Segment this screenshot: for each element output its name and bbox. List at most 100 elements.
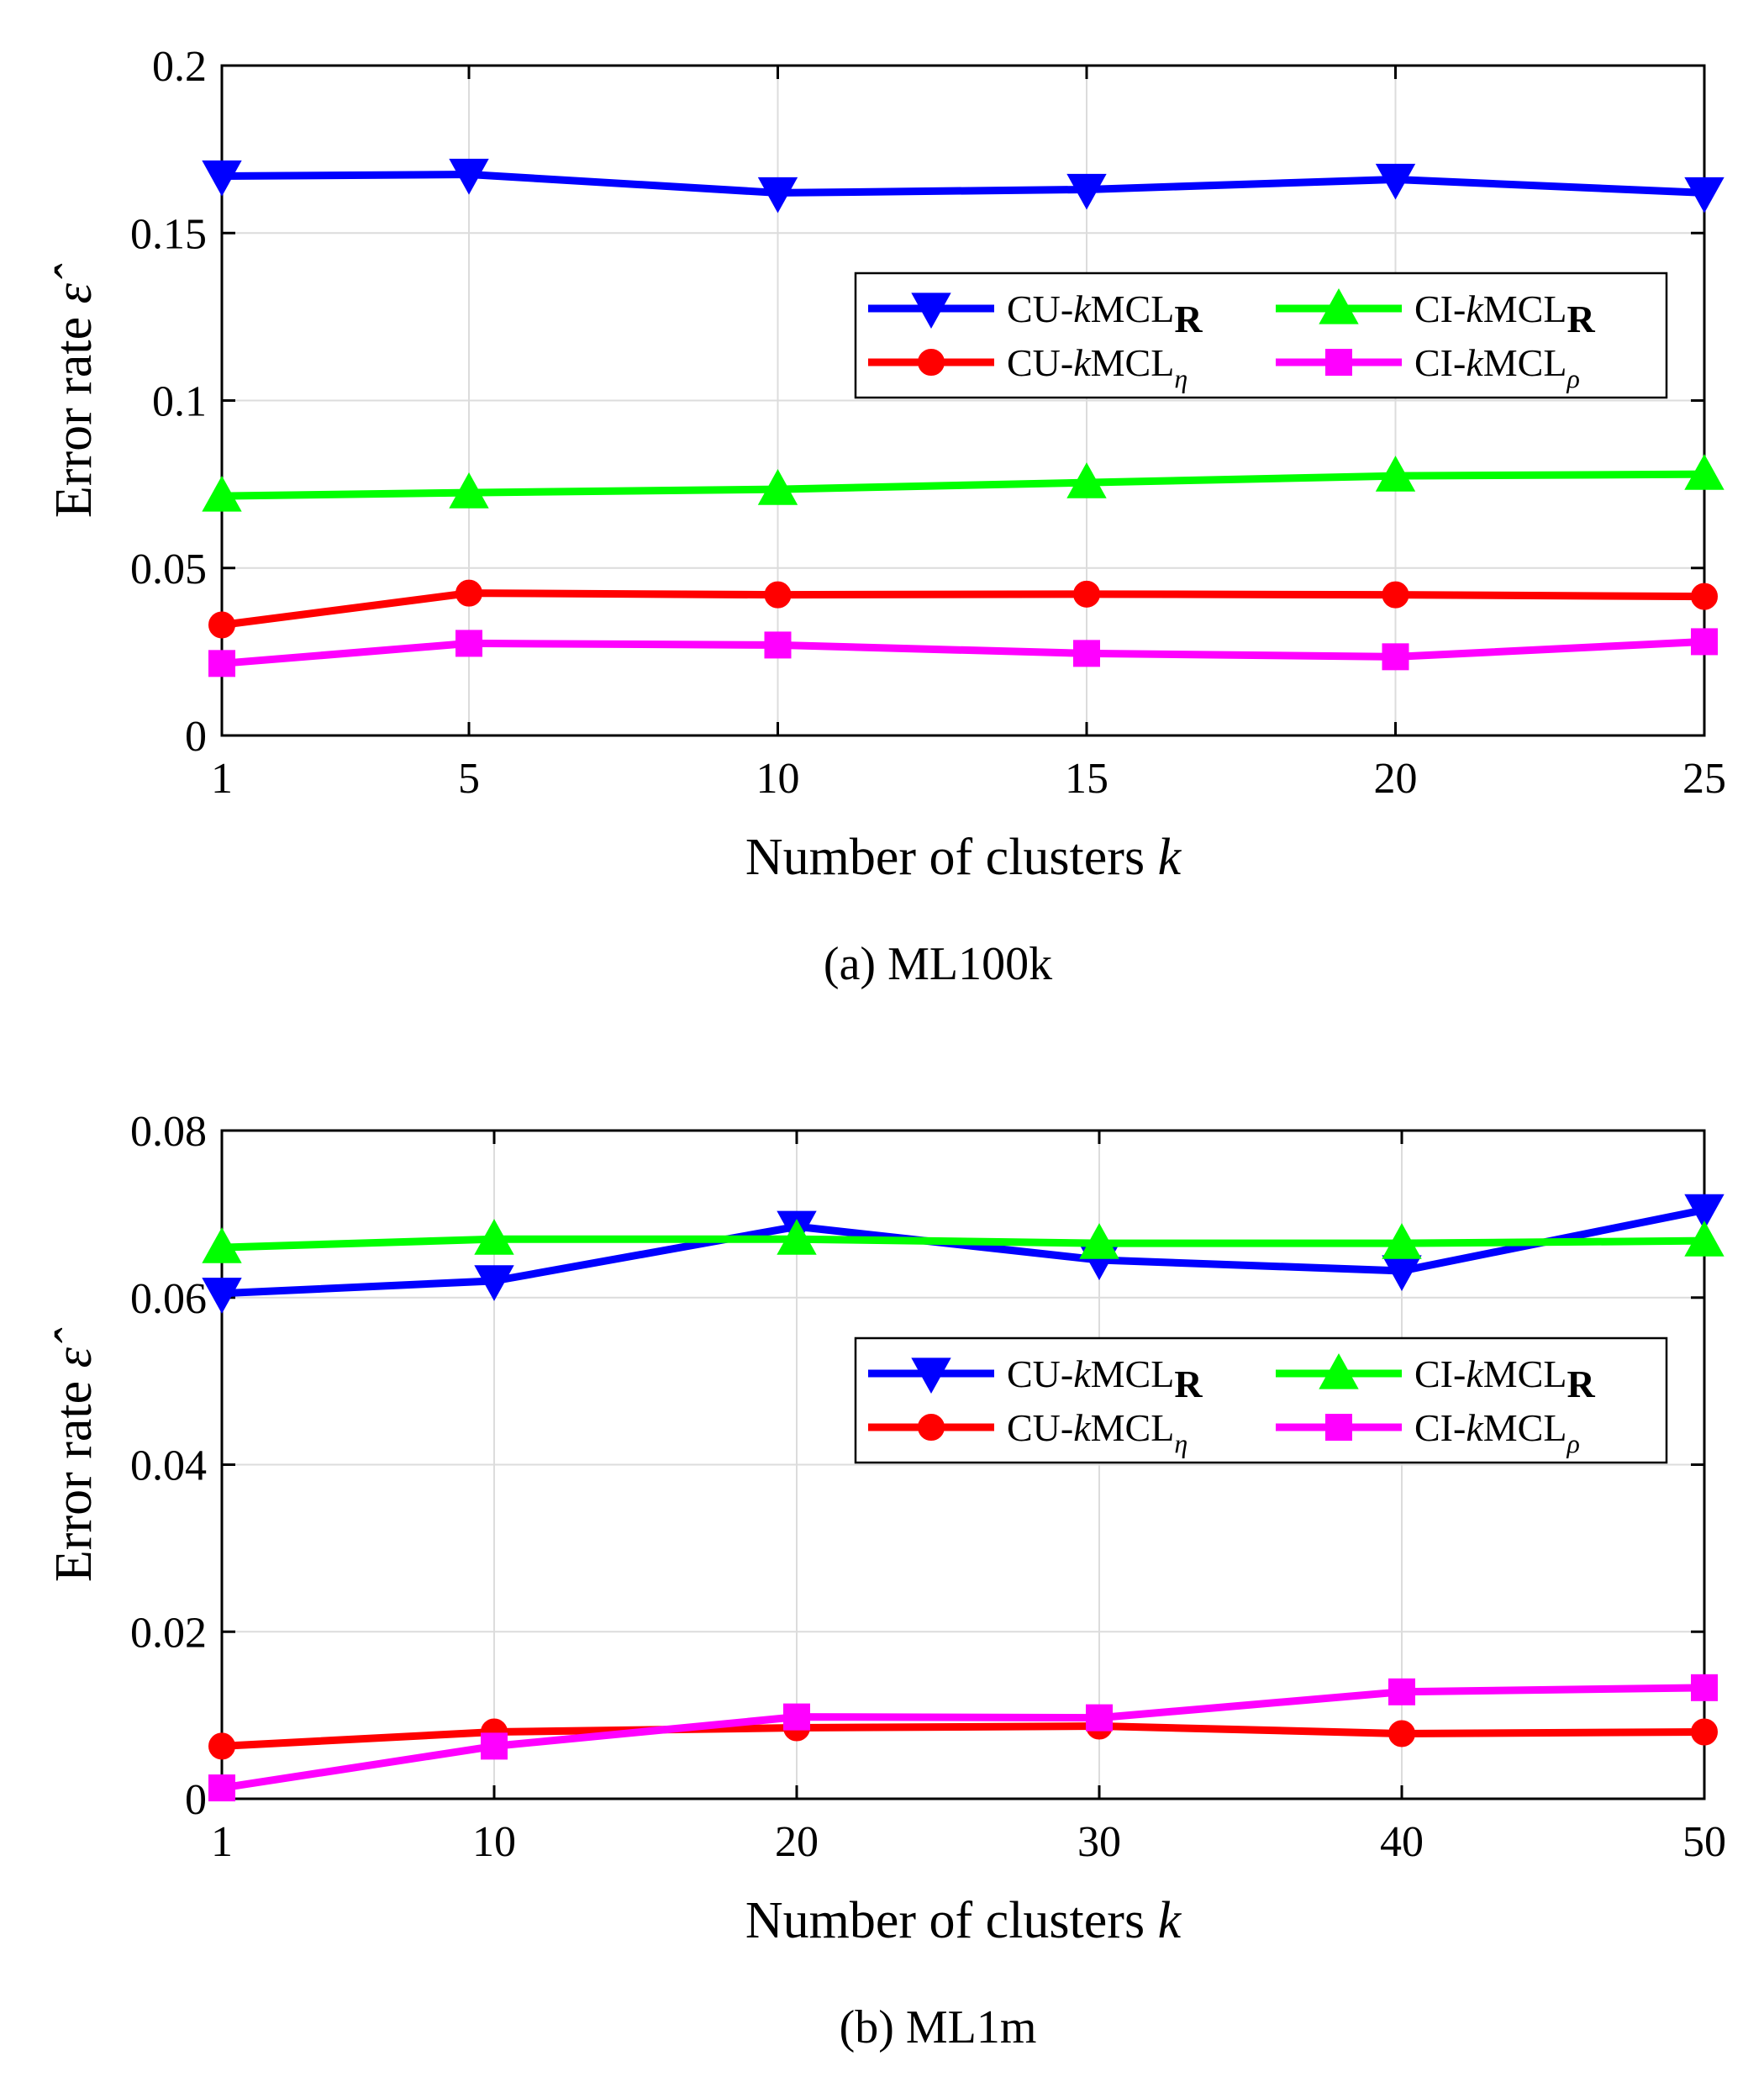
- x-tick-label: 15: [1065, 755, 1108, 803]
- data-point: [1382, 581, 1409, 609]
- x-tick-label: 20: [775, 1818, 819, 1866]
- chart-panel-ml1m: 1 10 20 30 40 50 0 0.02 0.04 0.06 0.08 Number of …: [45, 1108, 1726, 2053]
- legend-label: CU-kMCLη: [1007, 1406, 1187, 1458]
- y-tick-label: 0.1: [152, 378, 207, 426]
- series-triangle-down: [202, 158, 1725, 213]
- data-point: [208, 650, 235, 677]
- data-point: [474, 1219, 514, 1255]
- series-triangle-up: [202, 454, 1725, 512]
- data-point: [764, 581, 792, 609]
- data-point: [1073, 640, 1100, 667]
- data-point: [455, 579, 482, 607]
- data-point: [208, 1732, 235, 1760]
- data-point: [202, 1278, 242, 1314]
- x-tick-label: 10: [472, 1818, 516, 1866]
- legend-entry: CU-kMCLη: [868, 341, 1187, 393]
- series-line: [221, 637, 1705, 667]
- data-point: [1375, 456, 1416, 492]
- series-triangle-down: [202, 1194, 1725, 1314]
- series-line: [221, 171, 1705, 197]
- x-tick-label: 10: [756, 755, 800, 803]
- x-axis-ticks: 1 5 10 15 20 25: [211, 66, 1726, 803]
- data-point: [449, 472, 489, 509]
- panel-caption: (b) ML1m: [840, 2001, 1037, 2053]
- data-point: [1382, 1223, 1422, 1259]
- legend-entry: CU-kMCLR: [868, 287, 1203, 340]
- y-tick-label: 0.08: [130, 1108, 207, 1156]
- x-tick-label: 50: [1682, 1818, 1726, 1866]
- series-line: [221, 1235, 1705, 1252]
- data-point: [208, 1774, 235, 1802]
- legend-label: CU-kMCLR: [1007, 287, 1203, 340]
- series-line: [221, 1205, 1705, 1298]
- y-tick-label: 0: [185, 1776, 207, 1824]
- chart-panel-ml100k: 1 5 10 15 20 25 00.050.10.150.2 Number of clu…: [45, 43, 1726, 990]
- data-point: [1079, 1223, 1119, 1259]
- data-point: [1691, 1718, 1718, 1746]
- legend-label: CI-kMCLR: [1414, 1352, 1595, 1405]
- x-axis-label: Number of clusters k: [745, 1892, 1182, 1949]
- y-axis-label: Error rate ε̂: [45, 263, 103, 518]
- data-point: [1086, 1704, 1113, 1732]
- legend-entry: CU-kMCLη: [868, 1406, 1187, 1458]
- data-point: [757, 177, 798, 213]
- data-point: [202, 1227, 242, 1263]
- series-line: [221, 470, 1705, 500]
- y-tick-label: 0.04: [130, 1442, 207, 1490]
- series-line: [221, 1684, 1705, 1792]
- legend-marker: [1319, 1352, 1359, 1389]
- legend-marker: [1325, 349, 1352, 376]
- data-point: [783, 1703, 810, 1731]
- y-tick-label: 0.15: [130, 210, 207, 258]
- legend-label: CU-kMCLR: [1007, 1352, 1203, 1405]
- y-axis-ticks: 0 0.05 0.1 0.15 0.2: [130, 43, 1704, 761]
- data-point: [202, 160, 242, 197]
- legend-marker: [1319, 287, 1359, 324]
- data-point: [474, 1265, 514, 1301]
- legend-box: [854, 1336, 1668, 1464]
- legend: CU-kMCLR CI-kMCLR CU-kMCLη CI-kMCLρ: [854, 271, 1668, 399]
- x-tick-label: 20: [1374, 755, 1418, 803]
- data-point: [481, 1732, 508, 1760]
- y-tick-label: 0: [185, 713, 207, 761]
- legend-label: CI-kMCLρ: [1414, 341, 1580, 393]
- x-tick-label: 25: [1682, 755, 1726, 803]
- legend-marker: [911, 1357, 951, 1394]
- y-tick-label: 0.2: [152, 43, 207, 91]
- legend-entry: CI-kMCLR: [1276, 1352, 1595, 1405]
- x-tick-label: 30: [1077, 1818, 1121, 1866]
- data-point: [1066, 462, 1107, 498]
- series-triangle-up: [202, 1219, 1725, 1263]
- legend-entry: CI-kMCLρ: [1276, 341, 1580, 393]
- y-axis-label: Error rate ε̂: [45, 1327, 103, 1582]
- data-point: [757, 469, 798, 505]
- data-point: [777, 1219, 817, 1255]
- legend-entry: CU-kMCLR: [868, 1352, 1203, 1405]
- series-layer: [202, 158, 1725, 677]
- series-circle: [208, 579, 1718, 639]
- y-tick-label: 0.05: [130, 546, 207, 593]
- legend-entry: CI-kMCLR: [1276, 287, 1595, 340]
- series-line: [221, 1722, 1705, 1750]
- data-point: [202, 476, 242, 512]
- legend-entry: CI-kMCLρ: [1276, 1406, 1580, 1458]
- legend-label: CI-kMCLρ: [1414, 1406, 1580, 1458]
- data-point: [1066, 173, 1107, 210]
- legend-label: CI-kMCLR: [1414, 287, 1595, 340]
- panel-caption: (a) ML100k: [824, 938, 1052, 990]
- data-point: [455, 630, 482, 657]
- y-tick-label: 0.02: [130, 1609, 207, 1657]
- legend-marker: [918, 1414, 945, 1441]
- x-axis-label: Number of clusters k: [745, 829, 1182, 886]
- legend-box: [854, 271, 1668, 399]
- x-tick-label: 5: [458, 755, 480, 803]
- data-point: [1684, 1220, 1725, 1257]
- series-layer: [202, 1194, 1725, 1802]
- series-square: [208, 1674, 1718, 1802]
- data-point: [1691, 1674, 1718, 1701]
- legend-label: CU-kMCLη: [1007, 341, 1187, 393]
- y-axis-ticks: 0 0.02 0.04 0.06 0.08: [130, 1108, 1704, 1824]
- data-point: [1691, 628, 1718, 656]
- data-point: [449, 158, 489, 195]
